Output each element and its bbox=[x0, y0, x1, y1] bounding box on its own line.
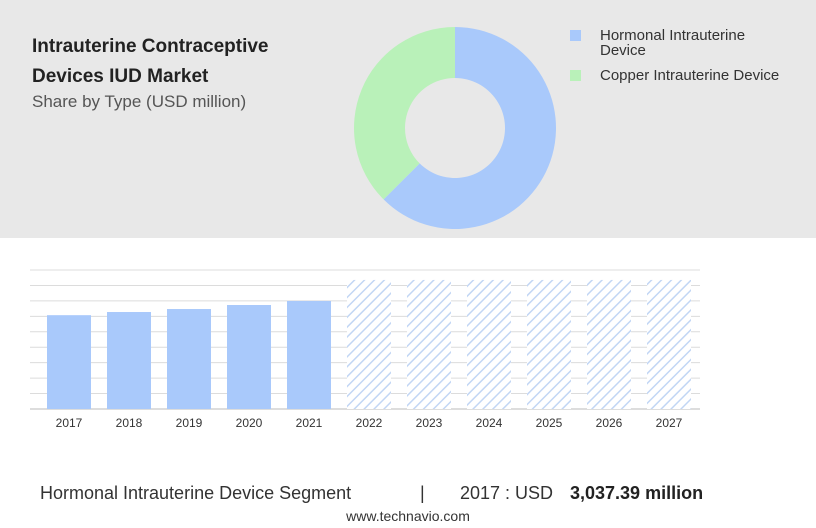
x-tick-label: 2024 bbox=[476, 416, 503, 430]
chart: 2017 2018 2019 2020 2021 2022 2023 2024 2025 2026… bbox=[30, 27, 700, 430]
bar bbox=[287, 300, 331, 409]
footer-year: 2017 : USD bbox=[460, 483, 554, 503]
footer-value: 3,037.39 million bbox=[570, 483, 704, 503]
bar bbox=[107, 312, 151, 409]
x-tick-label: 2027 bbox=[656, 416, 683, 430]
x-tick-label: 2025 bbox=[536, 416, 563, 430]
bar bbox=[47, 315, 91, 409]
x-tick-label: 2020 bbox=[236, 416, 263, 430]
bar bbox=[167, 309, 211, 409]
bar bbox=[347, 279, 391, 409]
x-tick-label: 2023 bbox=[416, 416, 443, 430]
bar bbox=[587, 279, 631, 409]
bar bbox=[227, 304, 271, 409]
bar bbox=[407, 279, 451, 409]
subtitle: Share by Type (USD million) bbox=[32, 92, 247, 111]
bar bbox=[647, 279, 691, 409]
x-tick-label: 2021 bbox=[296, 416, 323, 430]
legend-label: Hormonal Intrauterine Device bbox=[600, 27, 746, 59]
x-tick-label: 2019 bbox=[176, 416, 203, 430]
bar bbox=[527, 279, 571, 409]
legend-label: Copper Intrauterine Device bbox=[600, 67, 780, 84]
x-tick-label: 2022 bbox=[356, 416, 383, 430]
donut-slice bbox=[353, 27, 455, 200]
x-tick-label: 2026 bbox=[596, 416, 623, 430]
legend-swatch bbox=[570, 70, 581, 81]
legend-swatch bbox=[570, 30, 581, 41]
x-tick-label: 2018 bbox=[116, 416, 143, 430]
x-tick-label: 2017 bbox=[56, 416, 83, 430]
bar bbox=[467, 279, 511, 409]
footer-site: www.technavio.com bbox=[346, 508, 470, 524]
footer-separator: | bbox=[420, 483, 425, 503]
title: Intrauterine Contraceptive Devices IUD M… bbox=[32, 36, 269, 87]
donut-slice bbox=[383, 27, 556, 229]
footer-segment: Hormonal Intrauterine Device Segment bbox=[40, 483, 352, 503]
